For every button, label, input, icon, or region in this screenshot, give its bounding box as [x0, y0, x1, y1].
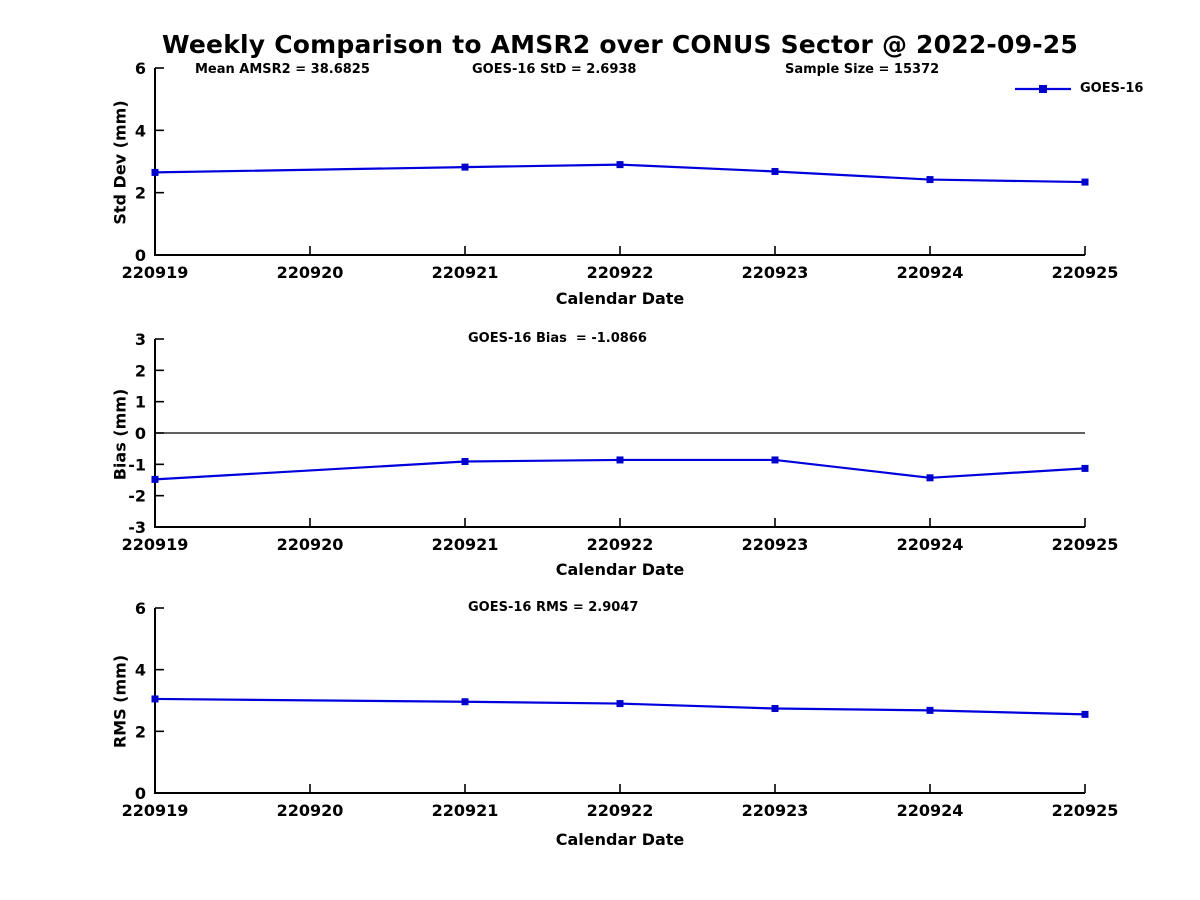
y-tick-label: -3 [128, 518, 146, 537]
x-tick-label: 220920 [277, 535, 344, 554]
x-tick-label: 220925 [1052, 535, 1119, 554]
x-tick-label: 220921 [432, 263, 499, 282]
legend-label: GOES-16 [1080, 81, 1144, 96]
x-tick-label: 220924 [897, 535, 964, 554]
data-point-marker [771, 167, 779, 175]
xlabel-top: Calendar Date [555, 289, 685, 308]
x-tick-label: 220921 [432, 535, 499, 554]
annotation-sample-size: Sample Size = 15372 [785, 62, 940, 77]
data-point-marker [616, 456, 624, 464]
data-point-marker [926, 176, 934, 184]
data-point-marker [151, 168, 159, 176]
data-point-marker [926, 474, 934, 482]
y-tick-label: 0 [135, 246, 146, 265]
y-tick-label: 2 [135, 361, 146, 380]
y-tick-label: 6 [135, 599, 146, 618]
x-tick-label: 220919 [122, 801, 189, 820]
x-tick-label: 220925 [1052, 263, 1119, 282]
data-point-marker [616, 700, 624, 708]
series-line-goes-16 [154, 697, 1086, 716]
data-point-marker [151, 695, 159, 703]
legend-line-sample-icon [1015, 84, 1071, 93]
x-tick-label: 220919 [122, 535, 189, 554]
data-point-marker [926, 706, 934, 714]
x-tick-label: 220924 [897, 263, 964, 282]
x-tick-label: 220920 [277, 263, 344, 282]
data-point-marker [151, 475, 159, 483]
legend: GOES-16 [1014, 81, 1143, 96]
data-point-marker [1081, 464, 1089, 472]
data-point-marker [1081, 710, 1089, 718]
xlabel-bottom: Calendar Date [555, 830, 685, 849]
x-tick-label: 220923 [742, 263, 809, 282]
y-tick-label: 0 [135, 424, 146, 443]
x-tick-label: 220922 [587, 801, 654, 820]
annotation-goes16-bias: GOES-16 Bias = -1.0866 [468, 331, 647, 346]
legend-marker-icon [1039, 84, 1047, 93]
annotation-goes16-std: GOES-16 StD = 2.6938 [472, 62, 637, 77]
data-point-marker [461, 163, 469, 171]
series-line-goes-16 [154, 458, 1086, 481]
y-tick-label: 6 [135, 59, 146, 78]
series-line-goes-16 [154, 163, 1086, 184]
data-point-marker [771, 705, 779, 713]
x-tick-label: 220923 [742, 535, 809, 554]
figure-title: Weekly Comparison to AMSR2 over CONUS Se… [162, 30, 1078, 59]
y-tick-label: 0 [135, 784, 146, 803]
x-tick-label: 220925 [1052, 801, 1119, 820]
y-tick-label: 2 [135, 722, 146, 741]
x-tick-label: 220922 [587, 535, 654, 554]
x-tick-label: 220923 [742, 801, 809, 820]
data-point-marker [461, 698, 469, 706]
annotation-goes16-rms: GOES-16 RMS = 2.9047 [468, 600, 639, 615]
xlabel-middle: Calendar Date [555, 560, 685, 579]
x-tick-label: 220922 [587, 263, 654, 282]
y-tick-label: 3 [135, 330, 146, 349]
y-tick-label: 4 [135, 121, 146, 140]
data-point-marker [1081, 178, 1089, 186]
data-point-marker [461, 458, 469, 466]
data-point-marker [616, 161, 624, 169]
data-point-marker [771, 456, 779, 464]
y-tick-label: -2 [128, 487, 146, 506]
y-tick-label: 1 [135, 393, 146, 412]
y-tick-label: 4 [135, 661, 146, 680]
x-tick-label: 220924 [897, 801, 964, 820]
x-tick-label: 220919 [122, 263, 189, 282]
y-tick-label: -1 [128, 455, 146, 474]
y-tick-label: 2 [135, 184, 146, 203]
x-tick-label: 220921 [432, 801, 499, 820]
x-tick-label: 220920 [277, 801, 344, 820]
annotation-mean-amsr2: Mean AMSR2 = 38.6825 [195, 62, 370, 77]
